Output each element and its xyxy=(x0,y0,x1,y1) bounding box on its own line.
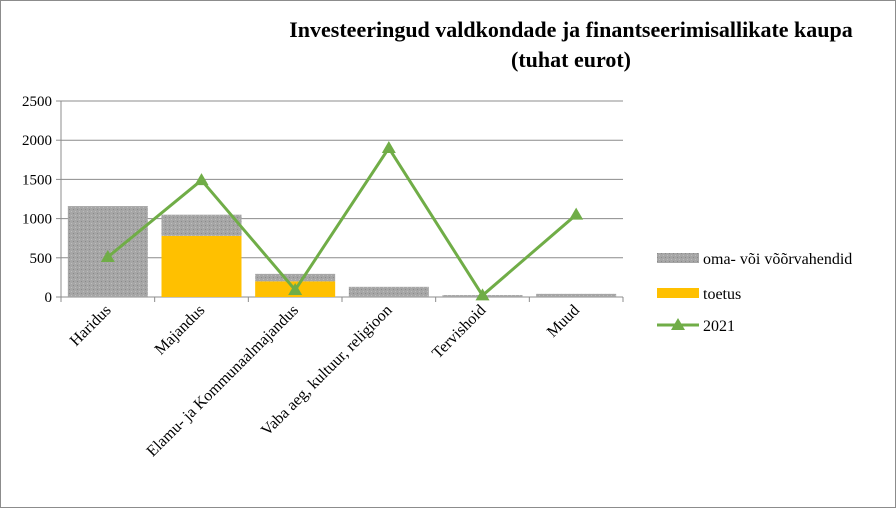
bar-oma-voi-voorvahendid xyxy=(161,214,242,236)
point-2021 xyxy=(100,250,115,263)
category-label: Elamu- ja Kommunaalmajandus xyxy=(144,302,302,460)
y-tick-label: 1500 xyxy=(22,172,52,188)
category-label: Tervishoid xyxy=(429,302,489,362)
point-2021 xyxy=(288,282,303,295)
legend-label-2021: 2021 xyxy=(703,318,735,335)
line-2021 xyxy=(106,146,578,297)
point-2021 xyxy=(194,173,209,186)
category-label: Majandus xyxy=(152,302,209,359)
chart-title: Investeeringud valdkondade ja finantseer… xyxy=(231,15,895,75)
y-tick-label: 500 xyxy=(30,251,53,267)
legend-label-oma-voi-voorvahendid: oma- või võõrvahendid xyxy=(703,251,852,268)
bar-toetus xyxy=(161,235,242,297)
chart-title-line-1: Investeeringud valdkondade ja finantseer… xyxy=(289,17,853,42)
bar-oma-voi-voorvahendid xyxy=(536,293,617,297)
legend-swatch-oma-voi-voorvahendid xyxy=(657,253,699,263)
legend-marker-2021 xyxy=(671,318,685,330)
y-tick-label: 2500 xyxy=(22,94,52,110)
category-label: Muud xyxy=(544,302,583,341)
y-tick-label: 1000 xyxy=(22,212,52,228)
bar-oma-voi-voorvahendid xyxy=(348,286,429,297)
legend-label-toetus: toetus xyxy=(703,286,741,303)
category-label: Haridus xyxy=(67,302,115,350)
point-2021 xyxy=(569,207,584,220)
y-tick-label: 0 xyxy=(45,290,53,306)
bar-oma-voi-voorvahendid xyxy=(255,273,336,282)
legend-swatch-toetus xyxy=(657,288,699,298)
point-2021 xyxy=(475,288,490,301)
y-tick-label: 2000 xyxy=(22,133,52,149)
chart-title-line-2: (tuhat eurot) xyxy=(511,47,631,72)
point-2021 xyxy=(381,141,396,154)
